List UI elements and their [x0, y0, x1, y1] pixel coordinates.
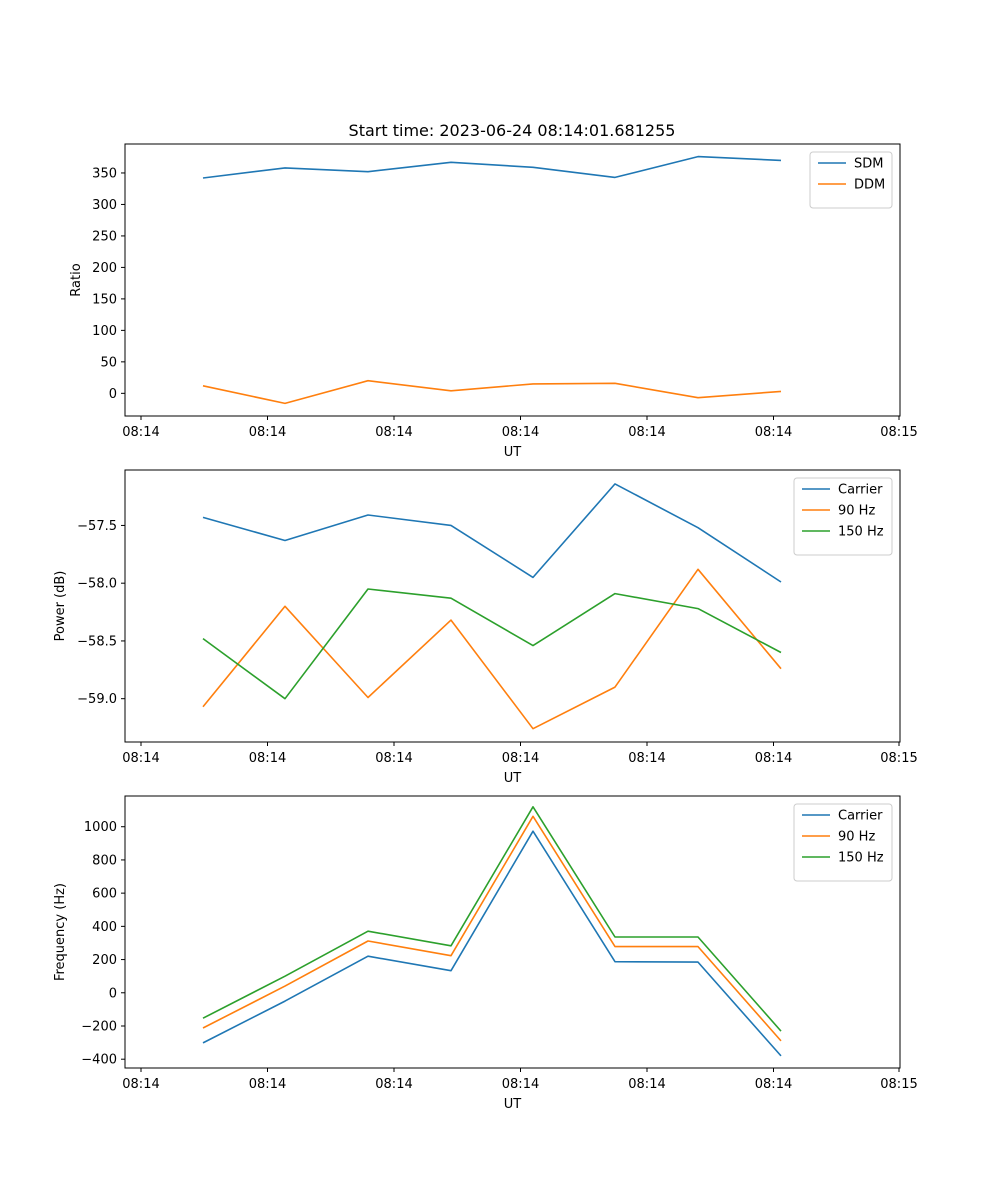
- x-tick-label: 08:14: [628, 751, 665, 766]
- y-tick-label: 250: [92, 229, 117, 244]
- y-tick-label: −59.0: [77, 692, 117, 707]
- y-tick-label: −58.5: [77, 634, 117, 649]
- y-tick-label: 1000: [84, 820, 117, 835]
- x-tick-label: 08:14: [122, 751, 159, 766]
- series-line-sdm: [202, 155, 782, 179]
- legend: Carrier 90 Hz 150 Hz: [793, 477, 893, 556]
- series-line-90-hz: [202, 815, 782, 1042]
- figure-title: Start time: 2023-06-24 08:14:01.681255: [349, 121, 676, 140]
- legend-box: [809, 151, 893, 209]
- x-tick-label: 08:14: [249, 1077, 286, 1092]
- x-tick-label: 08:14: [375, 425, 412, 440]
- x-tick-label: 08:14: [628, 425, 665, 440]
- x-tick-label: 08:14: [755, 1077, 792, 1092]
- x-tick-label: 08:14: [755, 425, 792, 440]
- y-tick-label: 50: [100, 355, 117, 370]
- y-axis-label: Ratio: [69, 263, 84, 296]
- y-tick-label: −200: [81, 1019, 117, 1034]
- y-tick-label: 0: [109, 387, 117, 402]
- legend-label: 90 Hz: [838, 504, 875, 519]
- y-tick-label: 200: [92, 261, 117, 276]
- x-tick-label: 08:14: [502, 425, 539, 440]
- x-tick-label: 08:14: [249, 751, 286, 766]
- x-tick-label: 08:14: [502, 751, 539, 766]
- y-tick-label: 600: [92, 887, 117, 902]
- y-tick-label: 300: [92, 198, 117, 213]
- y-tick-label: 350: [92, 166, 117, 181]
- y-tick-label: 400: [92, 920, 117, 935]
- y-tick-label: 0: [109, 986, 117, 1001]
- legend-label: Carrier: [838, 809, 883, 824]
- x-tick-label: 08:15: [880, 751, 917, 766]
- legend: Carrier 90 Hz 150 Hz: [793, 803, 893, 882]
- y-axis-label: Frequency (Hz): [53, 883, 68, 981]
- x-axis-label: UT: [504, 445, 522, 460]
- legend-label: 90 Hz: [838, 830, 875, 845]
- x-tick-label: 08:14: [375, 1077, 412, 1092]
- x-tick-label: 08:14: [249, 425, 286, 440]
- y-tick-label: −400: [81, 1053, 117, 1068]
- y-tick-label: 150: [92, 292, 117, 307]
- legend-label: 150 Hz: [838, 525, 884, 540]
- legend-label: 150 Hz: [838, 851, 884, 866]
- chart-panel-2: −59.0 −58.5 −58.0 −57.5 08:14 08:14 08:14 08:14…: [53, 469, 918, 786]
- plot-frame: [124, 469, 901, 743]
- y-tick-label: 100: [92, 324, 117, 339]
- x-axis-label: UT: [504, 771, 522, 786]
- x-tick-label: 08:14: [755, 751, 792, 766]
- x-axis-label: UT: [504, 1097, 522, 1112]
- legend-label: DDM: [854, 178, 885, 193]
- series-line-carrier: [202, 830, 782, 1057]
- y-tick-label: −58.0: [77, 577, 117, 592]
- legend-label: Carrier: [838, 483, 883, 498]
- y-tick-label: 200: [92, 953, 117, 968]
- plot-frame: [124, 143, 901, 417]
- series-line-150-hz: [202, 805, 782, 1032]
- series-line-carrier: [202, 483, 782, 583]
- legend: SDM DDM: [809, 151, 893, 209]
- y-tick-label: 800: [92, 853, 117, 868]
- series-line-ddm: [202, 379, 782, 405]
- chart-panel-3: −400 −200 0 200 400 600 800 1000 08:14 08:14 08:14…: [53, 795, 918, 1112]
- x-tick-label: 08:15: [880, 1077, 917, 1092]
- x-tick-label: 08:14: [628, 1077, 665, 1092]
- y-tick-label: −57.5: [77, 519, 117, 534]
- series-line-90-hz: [202, 568, 782, 730]
- x-tick-label: 08:14: [375, 751, 412, 766]
- plot-frame: [124, 795, 901, 1069]
- legend-label: SDM: [854, 157, 883, 172]
- x-tick-label: 08:15: [880, 425, 917, 440]
- x-tick-label: 08:14: [122, 1077, 159, 1092]
- chart-panel-1: 0 50 100 150 200 250 300 350 08:14 08:14 08:14 08:1…: [69, 143, 918, 460]
- y-axis-label: Power (dB): [53, 571, 68, 642]
- x-tick-label: 08:14: [502, 1077, 539, 1092]
- panels: 0 50 100 150 200 250 300 350 08:14 08:14 08:14 08:1…: [53, 143, 918, 1112]
- legend-box: [793, 803, 893, 882]
- legend-box: [793, 477, 893, 556]
- x-tick-label: 08:14: [122, 425, 159, 440]
- series-line-150-hz: [202, 588, 782, 700]
